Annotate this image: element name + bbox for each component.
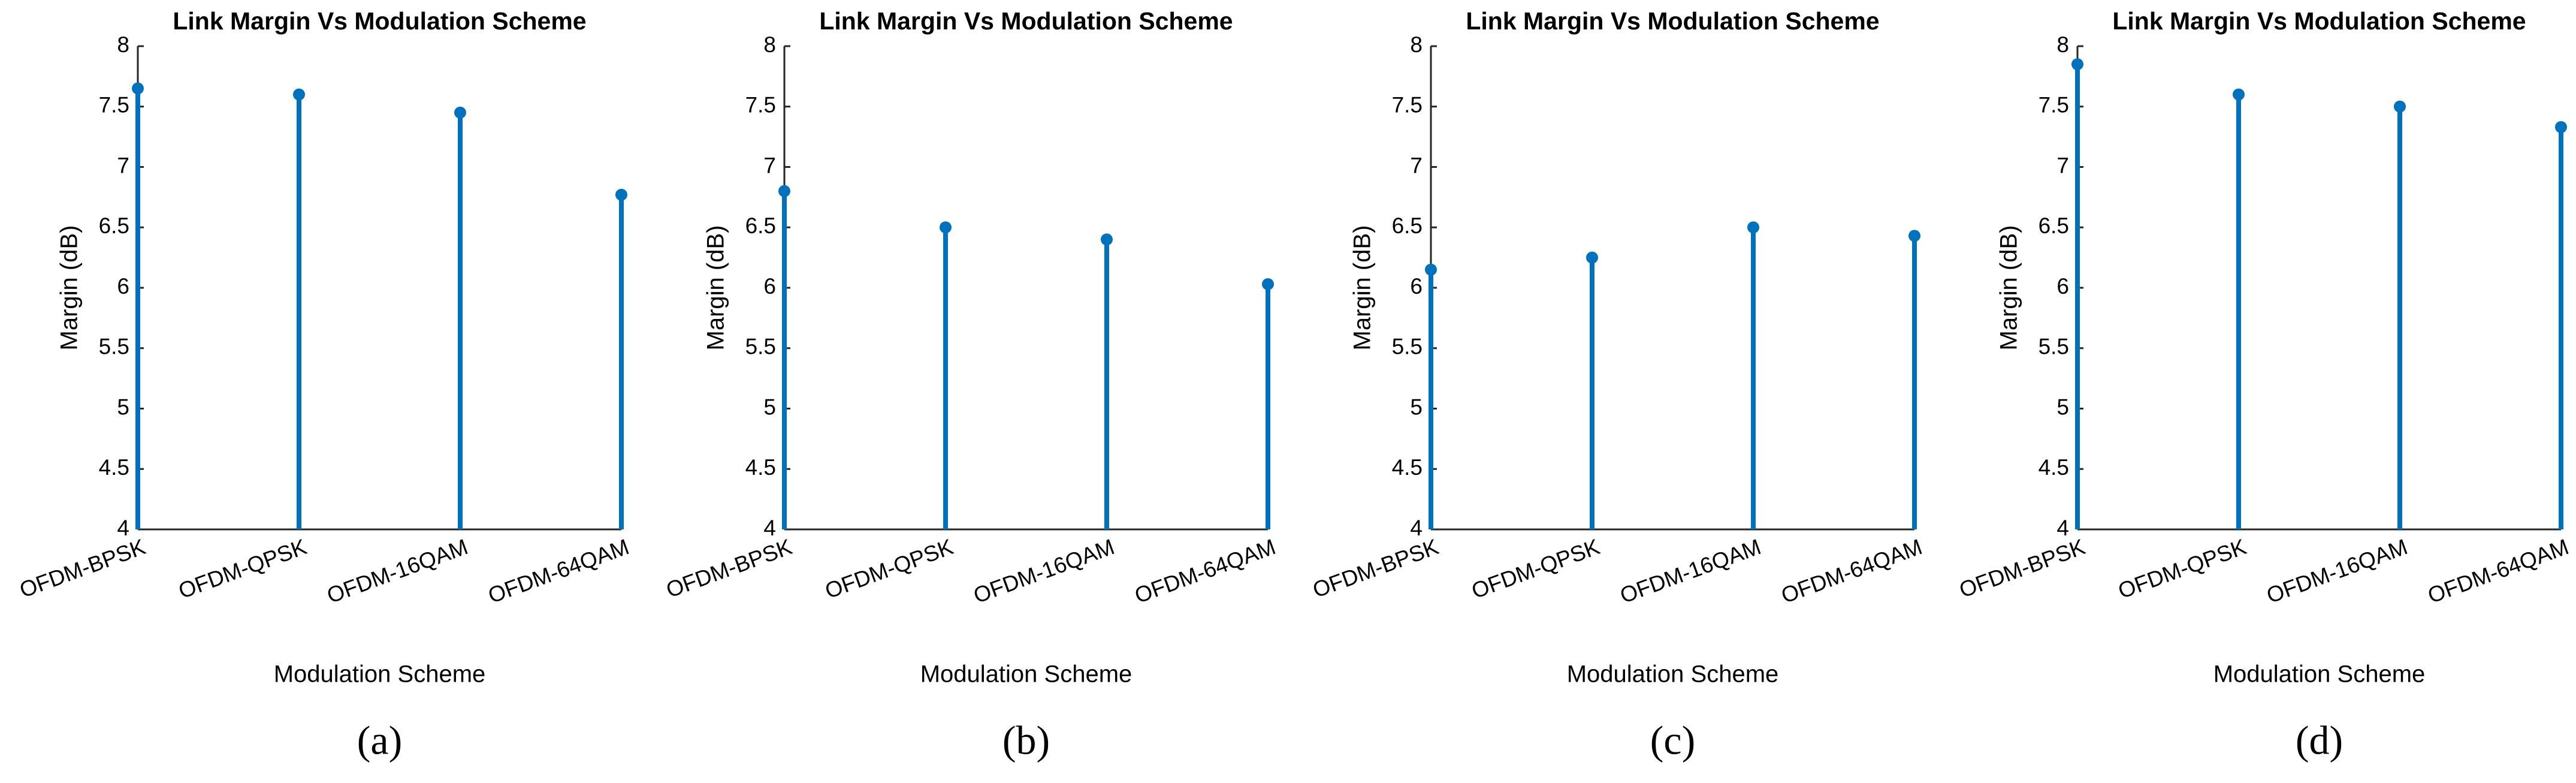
y-axis-label: Margin (dB) bbox=[1349, 225, 1376, 351]
y-axis-label: Margin (dB) bbox=[703, 225, 729, 351]
chart-panel: Link Margin Vs Modulation Scheme 4 4.5 5 5.5… bbox=[1309, 7, 1925, 763]
stem-marker bbox=[1586, 251, 1598, 264]
y-tick-label: 5.5 bbox=[99, 335, 129, 359]
y-tick-label: 5 bbox=[1410, 394, 1423, 419]
stem-marker bbox=[778, 185, 790, 197]
stem-marker bbox=[1425, 263, 1437, 276]
x-tick-label: OFDM-QPSK bbox=[2115, 534, 2250, 603]
y-tick-label: 4.5 bbox=[1392, 455, 1423, 480]
y-tick-label: 8 bbox=[763, 32, 776, 57]
y-tick-label: 6 bbox=[117, 274, 129, 299]
x-tick-label: OFDM-BPSK bbox=[16, 534, 149, 603]
y-axis-label: Margin (dB) bbox=[56, 225, 83, 351]
y-tick-label: 6.5 bbox=[1392, 213, 1423, 238]
y-tick-label: 8 bbox=[117, 32, 129, 57]
x-tick-label: OFDM-64QAM bbox=[485, 534, 632, 608]
stem-marker bbox=[132, 82, 144, 95]
x-tick-label: OFDM-BPSK bbox=[663, 534, 795, 603]
y-tick-label: 7 bbox=[117, 153, 129, 177]
x-tick-label: OFDM-16QAM bbox=[2263, 534, 2411, 608]
x-tick-label: OFDM-QPSK bbox=[176, 534, 310, 603]
y-tick-label: 7.5 bbox=[1392, 93, 1423, 118]
x-tick-label: OFDM-QPSK bbox=[1469, 534, 1603, 603]
y-tick-label: 8 bbox=[1410, 32, 1423, 57]
y-tick-label: 5.5 bbox=[745, 335, 776, 359]
chart-panel: Link Margin Vs Modulation Scheme 4 4.5 5 5.5… bbox=[663, 7, 1279, 763]
y-tick-label: 7.5 bbox=[99, 93, 129, 118]
y-tick-label: 7 bbox=[2056, 153, 2069, 177]
stem-marker bbox=[2555, 121, 2567, 134]
y-tick-label: 7.5 bbox=[2039, 93, 2069, 118]
x-axis-label: Modulation Scheme bbox=[1567, 661, 1779, 688]
stem-marker bbox=[2071, 58, 2083, 71]
chart-panel: Link Margin Vs Modulation Scheme 4 4.5 5 5.5… bbox=[1956, 7, 2572, 763]
y-tick-label: 7 bbox=[1410, 153, 1423, 177]
chart-panel: Link Margin Vs Modulation Scheme 4 4.5 5 5.5… bbox=[16, 7, 632, 763]
stem-marker bbox=[1747, 221, 1759, 234]
stem-marker bbox=[1262, 278, 1274, 290]
stem-marker bbox=[615, 188, 627, 201]
x-tick-label: OFDM-64QAM bbox=[1131, 534, 1279, 608]
stem-marker bbox=[454, 106, 466, 119]
y-tick-label: 4.5 bbox=[2039, 455, 2069, 480]
caption: (c) bbox=[1650, 718, 1695, 763]
y-tick-label: 6 bbox=[1410, 274, 1423, 299]
y-tick-label: 6 bbox=[763, 274, 776, 299]
y-tick-label: 6.5 bbox=[99, 213, 129, 238]
x-tick-label: OFDM-64QAM bbox=[1778, 534, 1925, 608]
x-axis-label: Modulation Scheme bbox=[274, 661, 486, 688]
y-tick-label: 4.5 bbox=[99, 455, 129, 480]
y-tick-label: 4 bbox=[763, 516, 776, 540]
y-tick-label: 7 bbox=[763, 153, 776, 177]
y-tick-label: 6.5 bbox=[745, 213, 776, 238]
y-tick-label: 5 bbox=[763, 394, 776, 419]
y-tick-label: 6.5 bbox=[2039, 213, 2069, 238]
stem-marker bbox=[2394, 100, 2406, 113]
y-tick-label: 5.5 bbox=[1392, 335, 1423, 359]
x-tick-label: OFDM-BPSK bbox=[1309, 534, 1442, 603]
chart-title: Link Margin Vs Modulation Scheme bbox=[2112, 7, 2526, 35]
chart-title: Link Margin Vs Modulation Scheme bbox=[819, 7, 1233, 35]
y-tick-label: 5 bbox=[2056, 394, 2069, 419]
y-tick-label: 4 bbox=[2056, 516, 2069, 540]
x-tick-label: OFDM-16QAM bbox=[1617, 534, 1764, 608]
y-tick-label: 4 bbox=[117, 516, 129, 540]
x-axis-label: Modulation Scheme bbox=[920, 661, 1133, 688]
stem-marker bbox=[940, 221, 952, 234]
caption: (d) bbox=[2296, 718, 2343, 763]
y-tick-label: 5 bbox=[117, 394, 129, 419]
x-tick-label: OFDM-QPSK bbox=[822, 534, 957, 603]
y-tick-label: 6 bbox=[2056, 274, 2069, 299]
stem-marker bbox=[1908, 230, 1920, 242]
y-axis-label: Margin (dB) bbox=[1996, 225, 2022, 351]
x-tick-label: OFDM-BPSK bbox=[1956, 534, 2088, 603]
y-tick-label: 4.5 bbox=[745, 455, 776, 480]
x-tick-label: OFDM-16QAM bbox=[970, 534, 1118, 608]
stem-marker bbox=[2233, 88, 2245, 101]
stem-marker bbox=[293, 88, 305, 101]
chart-title: Link Margin Vs Modulation Scheme bbox=[173, 7, 586, 35]
x-axis-label: Modulation Scheme bbox=[2213, 661, 2426, 688]
x-tick-label: OFDM-64QAM bbox=[2424, 534, 2572, 608]
caption: (a) bbox=[357, 718, 402, 763]
y-tick-label: 4 bbox=[1410, 516, 1423, 540]
caption: (b) bbox=[1002, 718, 1050, 763]
y-tick-label: 5.5 bbox=[2039, 335, 2069, 359]
stem-marker bbox=[1101, 233, 1113, 246]
y-tick-label: 7.5 bbox=[745, 93, 776, 118]
chart-title: Link Margin Vs Modulation Scheme bbox=[1466, 7, 1879, 35]
y-tick-label: 8 bbox=[2056, 32, 2069, 57]
x-tick-label: OFDM-16QAM bbox=[324, 534, 471, 608]
